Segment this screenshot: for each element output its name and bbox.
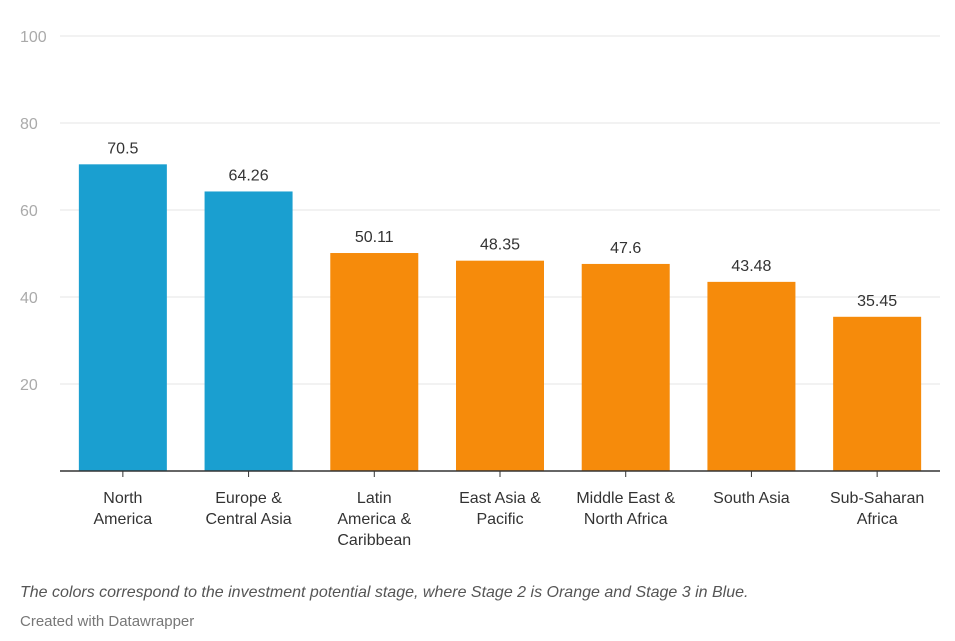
category-label: Latin America & Caribbean (337, 490, 411, 549)
category-labels: North America Europe & Central Asia Latin Ame… (94, 471, 924, 549)
value-label: 64.26 (229, 167, 269, 184)
value-label: 35.45 (857, 293, 897, 310)
chart-note: The colors correspond to the investment … (20, 584, 749, 601)
bar (833, 316, 922, 471)
value-label: 48.35 (480, 237, 520, 254)
y-tick-label: 60 (20, 203, 38, 220)
bars (78, 164, 922, 471)
category-label: Middle East & North Africa (576, 490, 675, 528)
category-label: North America (94, 490, 153, 528)
y-tick-label: 80 (20, 116, 38, 133)
y-tick-label: 40 (20, 290, 38, 307)
bar (707, 281, 796, 471)
value-label: 47.6 (610, 240, 641, 257)
value-label: 70.5 (107, 140, 138, 157)
value-label: 43.48 (731, 258, 771, 275)
bar (204, 191, 293, 471)
credit-link[interactable]: Created with Datawrapper (20, 613, 195, 630)
bar (581, 263, 670, 471)
bar (78, 164, 167, 471)
y-tick-label: 20 (20, 377, 38, 394)
value-label: 50.11 (355, 229, 394, 246)
category-label: East Asia & Pacific (459, 490, 541, 528)
category-label: Sub-Saharan Africa (830, 490, 924, 528)
bar (330, 253, 419, 471)
y-tick-label: 100 (20, 29, 47, 46)
bar (456, 260, 544, 471)
bar-chart: 20 40 60 80 100 70.5 64.26 50.11 48.35 47.6 43.48… (20, 29, 940, 549)
category-label: Europe & Central Asia (205, 490, 291, 528)
category-label: South Asia (713, 490, 790, 507)
value-labels: 70.5 64.26 50.11 48.35 47.6 43.48 35.45 (107, 140, 897, 309)
